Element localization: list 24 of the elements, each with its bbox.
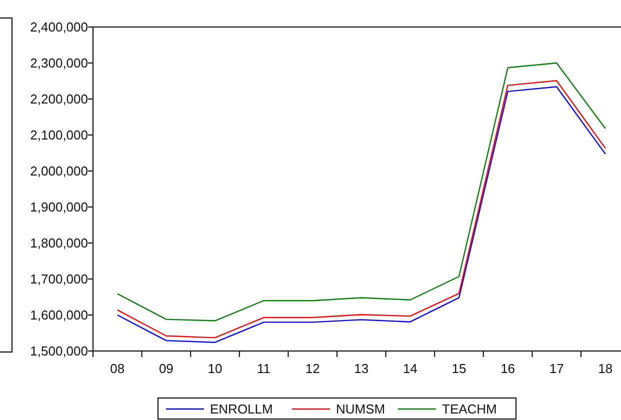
x-tick-label: 14 <box>402 361 418 376</box>
legend-label: TEACHM <box>442 402 497 417</box>
legend-label: ENROLLM <box>210 402 273 417</box>
y-tick-label: 1,600,000 <box>30 308 88 323</box>
y-tick-label: 2,000,000 <box>30 164 88 179</box>
y-tick-label: 1,700,000 <box>30 272 88 287</box>
y-tick-label: 1,900,000 <box>30 200 88 215</box>
x-tick-label: 09 <box>158 361 174 376</box>
x-tick-label: 12 <box>305 361 320 376</box>
x-tick-label: 13 <box>354 361 369 376</box>
x-tick-label: 16 <box>500 361 516 376</box>
y-tick-label: 2,300,000 <box>30 56 88 71</box>
x-tick-label: 18 <box>598 361 613 376</box>
y-tick-label: 1,800,000 <box>30 236 88 251</box>
y-tick-label: 2,400,000 <box>30 20 88 35</box>
x-tick-label: 17 <box>549 361 564 376</box>
y-tick-label: 1,500,000 <box>30 344 88 359</box>
y-tick-label: 2,100,000 <box>30 128 88 143</box>
x-tick-label: 08 <box>110 361 125 376</box>
x-tick-label: 15 <box>452 361 466 376</box>
legend-label: NUMSM <box>336 402 386 417</box>
y-tick-label: 2,200,000 <box>30 92 88 107</box>
x-tick-label: 10 <box>208 361 222 376</box>
x-tick-label: 11 <box>257 361 271 376</box>
